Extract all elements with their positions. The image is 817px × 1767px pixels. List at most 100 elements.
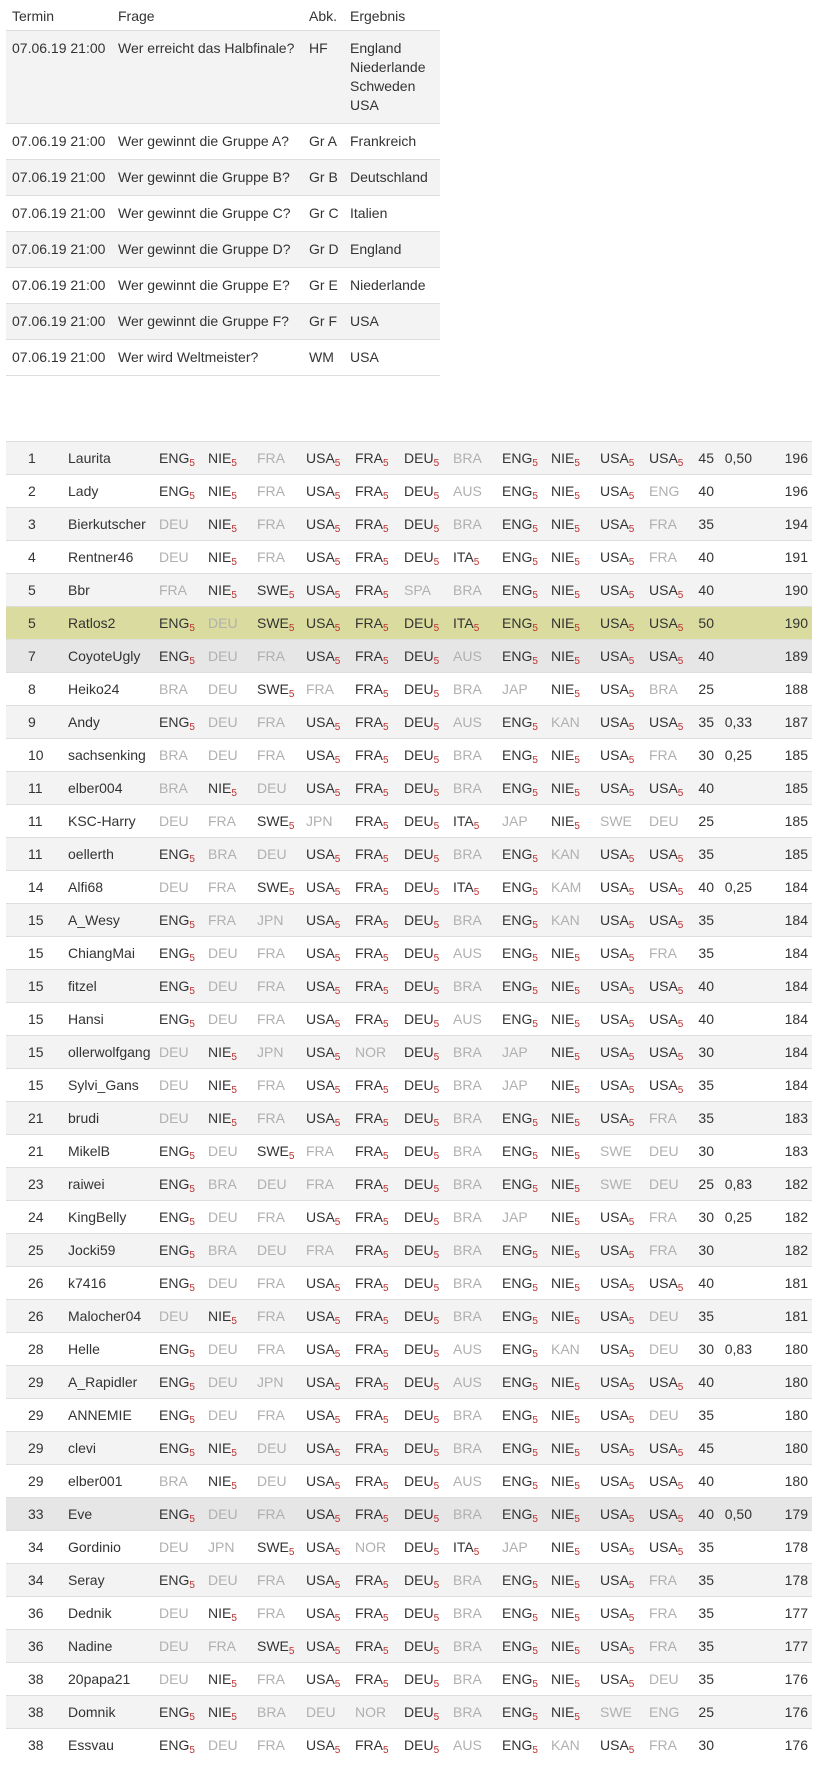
ranking-row[interactable]: 15 A_Wesy ENG5 FRA JPN USA5 FRA5 DEU5 BRA ENG5 KAN… xyxy=(6,903,812,937)
ranking-row[interactable]: 33 Eve ENG5 DEU FRA USA5 FRA5 DEU5 BRA ENG5 NIE5 US… xyxy=(6,1497,812,1531)
ranking-row[interactable]: 5 Ratlos2 ENG5 DEU SWE5 USA5 FRA5 DEU5 ITA5 ENG5 N… xyxy=(6,606,812,640)
player-name[interactable]: elber004 xyxy=(62,771,155,805)
tip-points: 5 xyxy=(334,557,341,568)
ranking-row[interactable]: 10 sachsenking BRA DEU FRA USA5 FRA5 DEU5 BRA ENG… xyxy=(6,738,812,772)
question-row: 07.06.19 21:00 Wer wird Weltmeister? WM USA xyxy=(6,339,440,376)
tip-code: FRA xyxy=(257,1209,285,1225)
ranking-row[interactable]: 11 oellerth ENG5 BRA DEU USA5 FRA5 DEU5 BRA ENG5 K… xyxy=(6,837,812,871)
tip-cell: JPN xyxy=(253,903,302,937)
player-name[interactable]: Laurita xyxy=(62,441,155,475)
ranking-row[interactable]: 15 fitzel ENG5 DEU FRA USA5 FRA5 DEU5 BRA ENG5 NIE… xyxy=(6,969,812,1003)
player-name[interactable]: Dednik xyxy=(62,1596,155,1630)
player-name[interactable]: Heiko24 xyxy=(62,672,155,706)
player-name[interactable]: CoyoteUgly xyxy=(62,639,155,673)
ranking-row[interactable]: 38 Essvau ENG5 DEU FRA USA5 FRA5 DEU5 AUS ENG5 KAN… xyxy=(6,1728,812,1762)
player-name[interactable]: ollerwolfgang xyxy=(62,1035,155,1069)
player-name[interactable]: Lady xyxy=(62,474,155,508)
ranking-row[interactable]: 5 Bbr FRA NIE5 SWE5 USA5 FRA5 SPA BRA ENG5 NIE5 USA… xyxy=(6,573,812,607)
player-name[interactable]: Malocher04 xyxy=(62,1299,155,1333)
player-name[interactable]: brudi xyxy=(62,1101,155,1135)
player-name[interactable]: KingBelly xyxy=(62,1200,155,1234)
player-name[interactable]: 20papa21 xyxy=(62,1662,155,1696)
bonus-cell xyxy=(718,837,756,871)
tip-code: ENG xyxy=(159,1374,190,1390)
ranking-row[interactable]: 15 ollerwolfgang DEU NIE5 JPN USA5 NOR DEU5 BRA J… xyxy=(6,1035,812,1069)
ranking-row[interactable]: 25 Jocki59 ENG5 BRA DEU FRA FRA5 DEU5 BRA ENG5 NIE… xyxy=(6,1233,812,1267)
tip-code: ENG xyxy=(502,450,533,466)
player-name[interactable]: Eve xyxy=(62,1497,155,1531)
player-name[interactable]: sachsenking xyxy=(62,738,155,772)
ranking-row[interactable]: 29 clevi ENG5 NIE5 DEU USA5 FRA5 DEU5 BRA ENG5 NIE… xyxy=(6,1431,812,1465)
player-name[interactable]: k7416 xyxy=(62,1266,155,1300)
player-name[interactable]: fitzel xyxy=(62,969,155,1003)
ranking-row[interactable]: 38 20papa21 DEU NIE5 FRA USA5 FRA5 DEU5 BRA ENG5 N… xyxy=(6,1662,812,1696)
ranking-row[interactable]: 7 CoyoteUgly ENG5 DEU FRA USA5 FRA5 DEU5 AUS ENG5… xyxy=(6,639,812,673)
ranking-row[interactable]: 21 brudi DEU NIE5 FRA USA5 FRA5 DEU5 BRA ENG5 NIE5… xyxy=(6,1101,812,1135)
ranking-row[interactable]: 15 Hansi ENG5 DEU FRA USA5 FRA5 DEU5 AUS ENG5 NIE5… xyxy=(6,1002,812,1036)
tip-cell: JAP xyxy=(498,1035,547,1069)
tip-cell: FRA xyxy=(253,1398,302,1432)
player-name[interactable]: Bierkutscher xyxy=(62,507,155,541)
player-name[interactable]: Nadine xyxy=(62,1629,155,1663)
tip-points: 5 xyxy=(231,788,237,799)
player-name[interactable]: Ratlos2 xyxy=(62,606,155,640)
ranking-row[interactable]: 29 elber001 BRA NIE5 DEU USA5 FRA5 DEU5 AUS ENG5 N… xyxy=(6,1464,812,1498)
bonus-cell xyxy=(718,540,756,574)
ranking-row[interactable]: 2 Lady ENG5 NIE5 FRA USA5 FRA5 DEU5 AUS ENG5 NIE5 U… xyxy=(6,474,812,508)
ranking-row[interactable]: 34 Gordinio DEU JPN SWE5 USA5 NOR DEU5 ITA5 JAP NI… xyxy=(6,1530,812,1564)
ranking-row[interactable]: 29 ANNEMIE ENG5 DEU FRA USA5 FRA5 DEU5 BRA ENG5 NI… xyxy=(6,1398,812,1432)
player-name[interactable]: MikelB xyxy=(62,1134,155,1168)
tip-code: AUS xyxy=(453,1374,482,1390)
ranking-row[interactable]: 15 Sylvi_Gans DEU NIE5 FRA USA5 FRA5 DEU5 BRA JAP… xyxy=(6,1068,812,1102)
player-name[interactable]: oellerth xyxy=(62,837,155,871)
player-name[interactable]: Seray xyxy=(62,1563,155,1597)
player-name[interactable]: Rentner46 xyxy=(62,540,155,574)
player-name[interactable]: clevi xyxy=(62,1431,155,1465)
ranking-row[interactable]: 4 Rentner46 DEU NIE5 FRA USA5 FRA5 DEU5 ITA5 ENG5… xyxy=(6,540,812,574)
total-cell: 185 xyxy=(756,771,812,805)
bonus-cell xyxy=(718,474,756,508)
player-name[interactable]: Domnik xyxy=(62,1695,155,1729)
tip-code: USA xyxy=(306,549,335,565)
player-name[interactable]: ChiangMai xyxy=(62,936,155,970)
player-name[interactable]: ANNEMIE xyxy=(62,1398,155,1432)
tip-points: 5 xyxy=(189,722,195,733)
ranking-row[interactable]: 23 raiwei ENG5 BRA DEU FRA FRA5 DEU5 BRA ENG5 NIE5… xyxy=(6,1167,812,1201)
player-name[interactable]: Hansi xyxy=(62,1002,155,1036)
player-name[interactable]: elber001 xyxy=(62,1464,155,1498)
rank-cell: 5 xyxy=(6,606,62,640)
player-name[interactable]: Sylvi_Gans xyxy=(62,1068,155,1102)
ranking-row[interactable]: 24 KingBelly ENG5 DEU FRA USA5 FRA5 DEU5 BRA JAP N… xyxy=(6,1200,812,1234)
ranking-row[interactable]: 15 ChiangMai ENG5 DEU FRA USA5 FRA5 DEU5 AUS ENG5… xyxy=(6,936,812,970)
player-name[interactable]: A_Rapidler xyxy=(62,1365,155,1399)
ranking-row[interactable]: 26 k7416 ENG5 DEU FRA USA5 FRA5 DEU5 BRA ENG5 NIE5… xyxy=(6,1266,812,1300)
ranking-row[interactable]: 11 elber004 BRA NIE5 DEU USA5 FRA5 DEU5 BRA ENG5 N… xyxy=(6,771,812,805)
ranking-row[interactable]: 26 Malocher04 DEU NIE5 FRA USA5 FRA5 DEU5 BRA ENG… xyxy=(6,1299,812,1333)
player-name[interactable]: Gordinio xyxy=(62,1530,155,1564)
tip-code: SWE xyxy=(257,1638,289,1654)
player-name[interactable]: Jocki59 xyxy=(62,1233,155,1267)
player-name[interactable]: raiwei xyxy=(62,1167,155,1201)
result-item: Niederlande xyxy=(350,58,426,75)
ranking-row[interactable]: 11 KSC-Harry DEU FRA SWE5 JPN FRA5 DEU5 ITA5 JAP N… xyxy=(6,804,812,838)
ranking-row[interactable]: 14 Alfi68 DEU FRA SWE5 USA5 FRA5 DEU5 ITA5 ENG5 KA… xyxy=(6,870,812,904)
ranking-row[interactable]: 36 Nadine DEU FRA SWE5 USA5 FRA5 DEU5 BRA ENG5 NIE… xyxy=(6,1629,812,1663)
ranking-row[interactable]: 34 Seray ENG5 DEU FRA USA5 FRA5 DEU5 BRA ENG5 NIE5… xyxy=(6,1563,812,1597)
ranking-row[interactable]: 1 Laurita ENG5 NIE5 FRA USA5 FRA5 DEU5 BRA ENG5 NI… xyxy=(6,441,812,475)
ranking-row[interactable]: 38 Domnik ENG5 NIE5 BRA DEU NOR DEU5 BRA ENG5 NIE5… xyxy=(6,1695,812,1729)
ranking-row[interactable]: 21 MikelB ENG5 DEU SWE5 FRA FRA5 DEU5 BRA ENG5 NIE… xyxy=(6,1134,812,1168)
ranking-row[interactable]: 3 Bierkutscher DEU NIE5 FRA USA5 FRA5 DEU5 BRA EN… xyxy=(6,507,812,541)
player-name[interactable]: Alfi68 xyxy=(62,870,155,904)
player-name[interactable]: A_Wesy xyxy=(62,903,155,937)
ranking-row[interactable]: 28 Helle ENG5 DEU FRA USA5 FRA5 DEU5 AUS ENG5 KAN U… xyxy=(6,1332,812,1366)
ranking-row[interactable]: 36 Dednik DEU NIE5 FRA USA5 FRA5 DEU5 BRA ENG5 NIE… xyxy=(6,1596,812,1630)
ranking-row[interactable]: 9 Andy ENG5 DEU FRA USA5 FRA5 DEU5 AUS ENG5 KAN USA… xyxy=(6,705,812,739)
player-name[interactable]: KSC-Harry xyxy=(62,804,155,838)
player-name[interactable]: Essvau xyxy=(62,1728,155,1762)
ranking-row[interactable]: 8 Heiko24 BRA DEU SWE5 FRA FRA5 DEU5 BRA JAP NIE5 U… xyxy=(6,672,812,706)
player-name[interactable]: Bbr xyxy=(62,573,155,607)
tip-cell: ENG5 xyxy=(155,1332,204,1366)
ranking-row[interactable]: 29 A_Rapidler ENG5 DEU JPN USA5 FRA5 DEU5 AUS ENG… xyxy=(6,1365,812,1399)
player-name[interactable]: Helle xyxy=(62,1332,155,1366)
player-name[interactable]: Andy xyxy=(62,705,155,739)
